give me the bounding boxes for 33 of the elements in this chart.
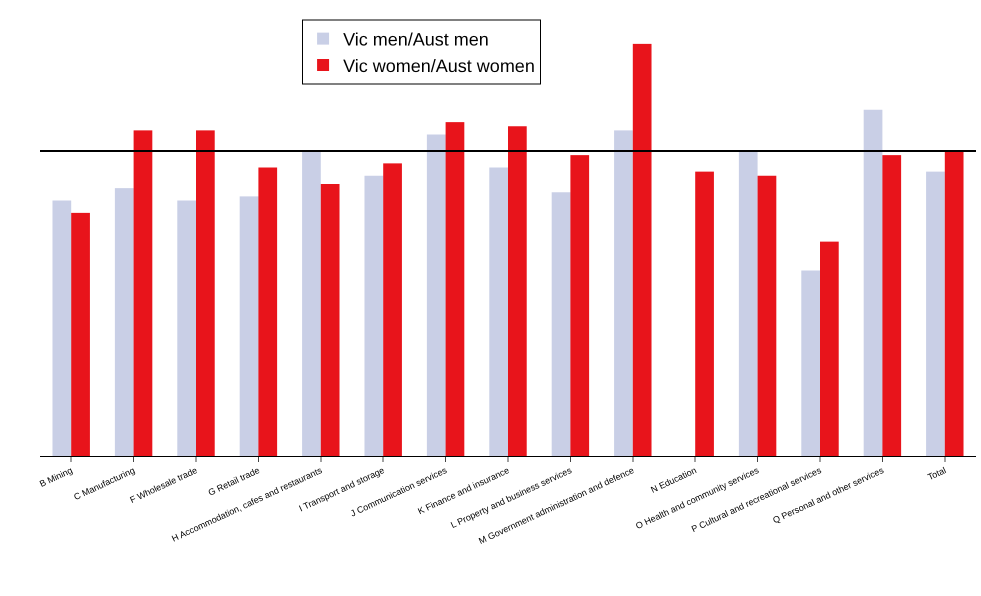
bar xyxy=(177,200,196,456)
bar xyxy=(695,172,714,456)
bar xyxy=(489,168,508,456)
bar xyxy=(508,126,527,456)
bar xyxy=(446,122,464,456)
bar xyxy=(320,184,340,456)
bar xyxy=(383,163,402,456)
bar xyxy=(552,192,570,456)
x-tick-label: B Mining xyxy=(38,465,74,489)
bar xyxy=(801,270,820,456)
x-tick-label: Total xyxy=(926,465,948,482)
bar xyxy=(614,130,633,456)
bar xyxy=(71,212,90,456)
legend-label: Vic men/Aust men xyxy=(343,30,489,50)
bar xyxy=(882,155,902,456)
bar xyxy=(570,155,590,456)
bar xyxy=(758,176,776,456)
bar xyxy=(944,151,964,456)
legend-label: Vic women/Aust women xyxy=(343,56,535,76)
bar xyxy=(114,188,134,456)
bar xyxy=(240,196,258,456)
bar xyxy=(52,200,72,456)
bar xyxy=(196,130,215,456)
bar xyxy=(820,242,839,456)
bar xyxy=(134,130,152,456)
bar xyxy=(738,151,758,456)
bar xyxy=(926,172,945,456)
bar xyxy=(364,176,384,456)
bar xyxy=(302,151,321,456)
bar xyxy=(258,168,278,456)
bar xyxy=(864,110,882,456)
bar xyxy=(632,44,652,456)
bar xyxy=(426,134,446,456)
